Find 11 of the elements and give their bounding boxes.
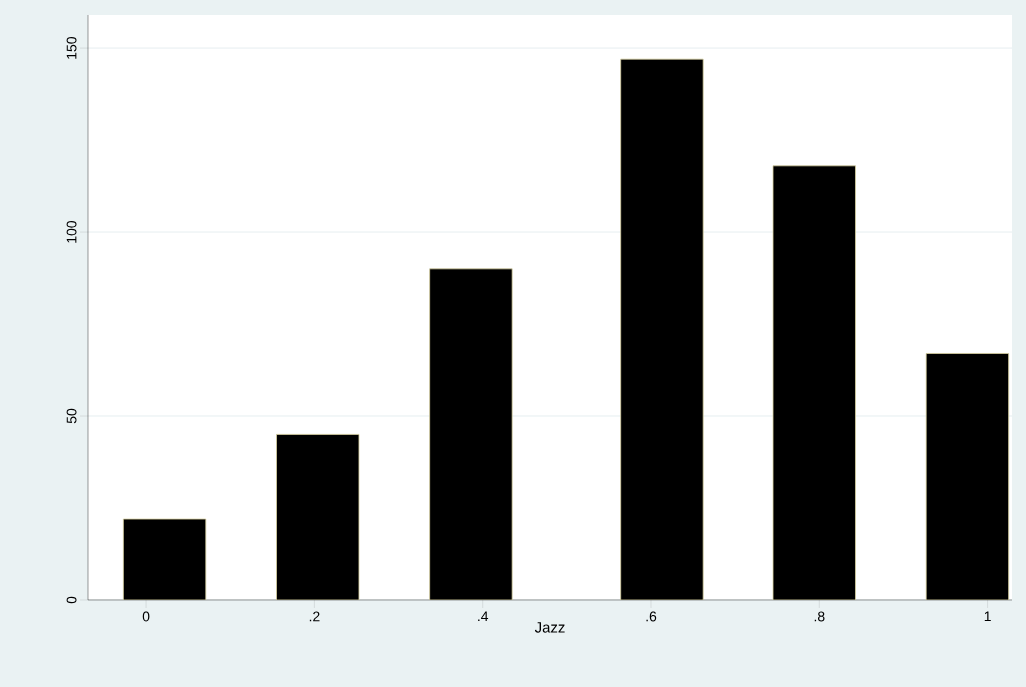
x-tick-label: .4: [478, 611, 489, 622]
x-tick-label: .6: [646, 611, 657, 622]
y-tick-label: 50: [66, 408, 77, 424]
x-tick-label: 1: [984, 611, 991, 622]
x-tick-label: 0: [142, 611, 150, 622]
x-axis-title: Jazz: [534, 622, 565, 633]
y-tick-label: 150: [66, 37, 77, 59]
y-tick-label: 100: [66, 220, 77, 243]
x-tick-label: .2: [309, 611, 320, 622]
y-tick-label: 0: [66, 596, 77, 604]
x-tick-label: .8: [814, 611, 825, 622]
